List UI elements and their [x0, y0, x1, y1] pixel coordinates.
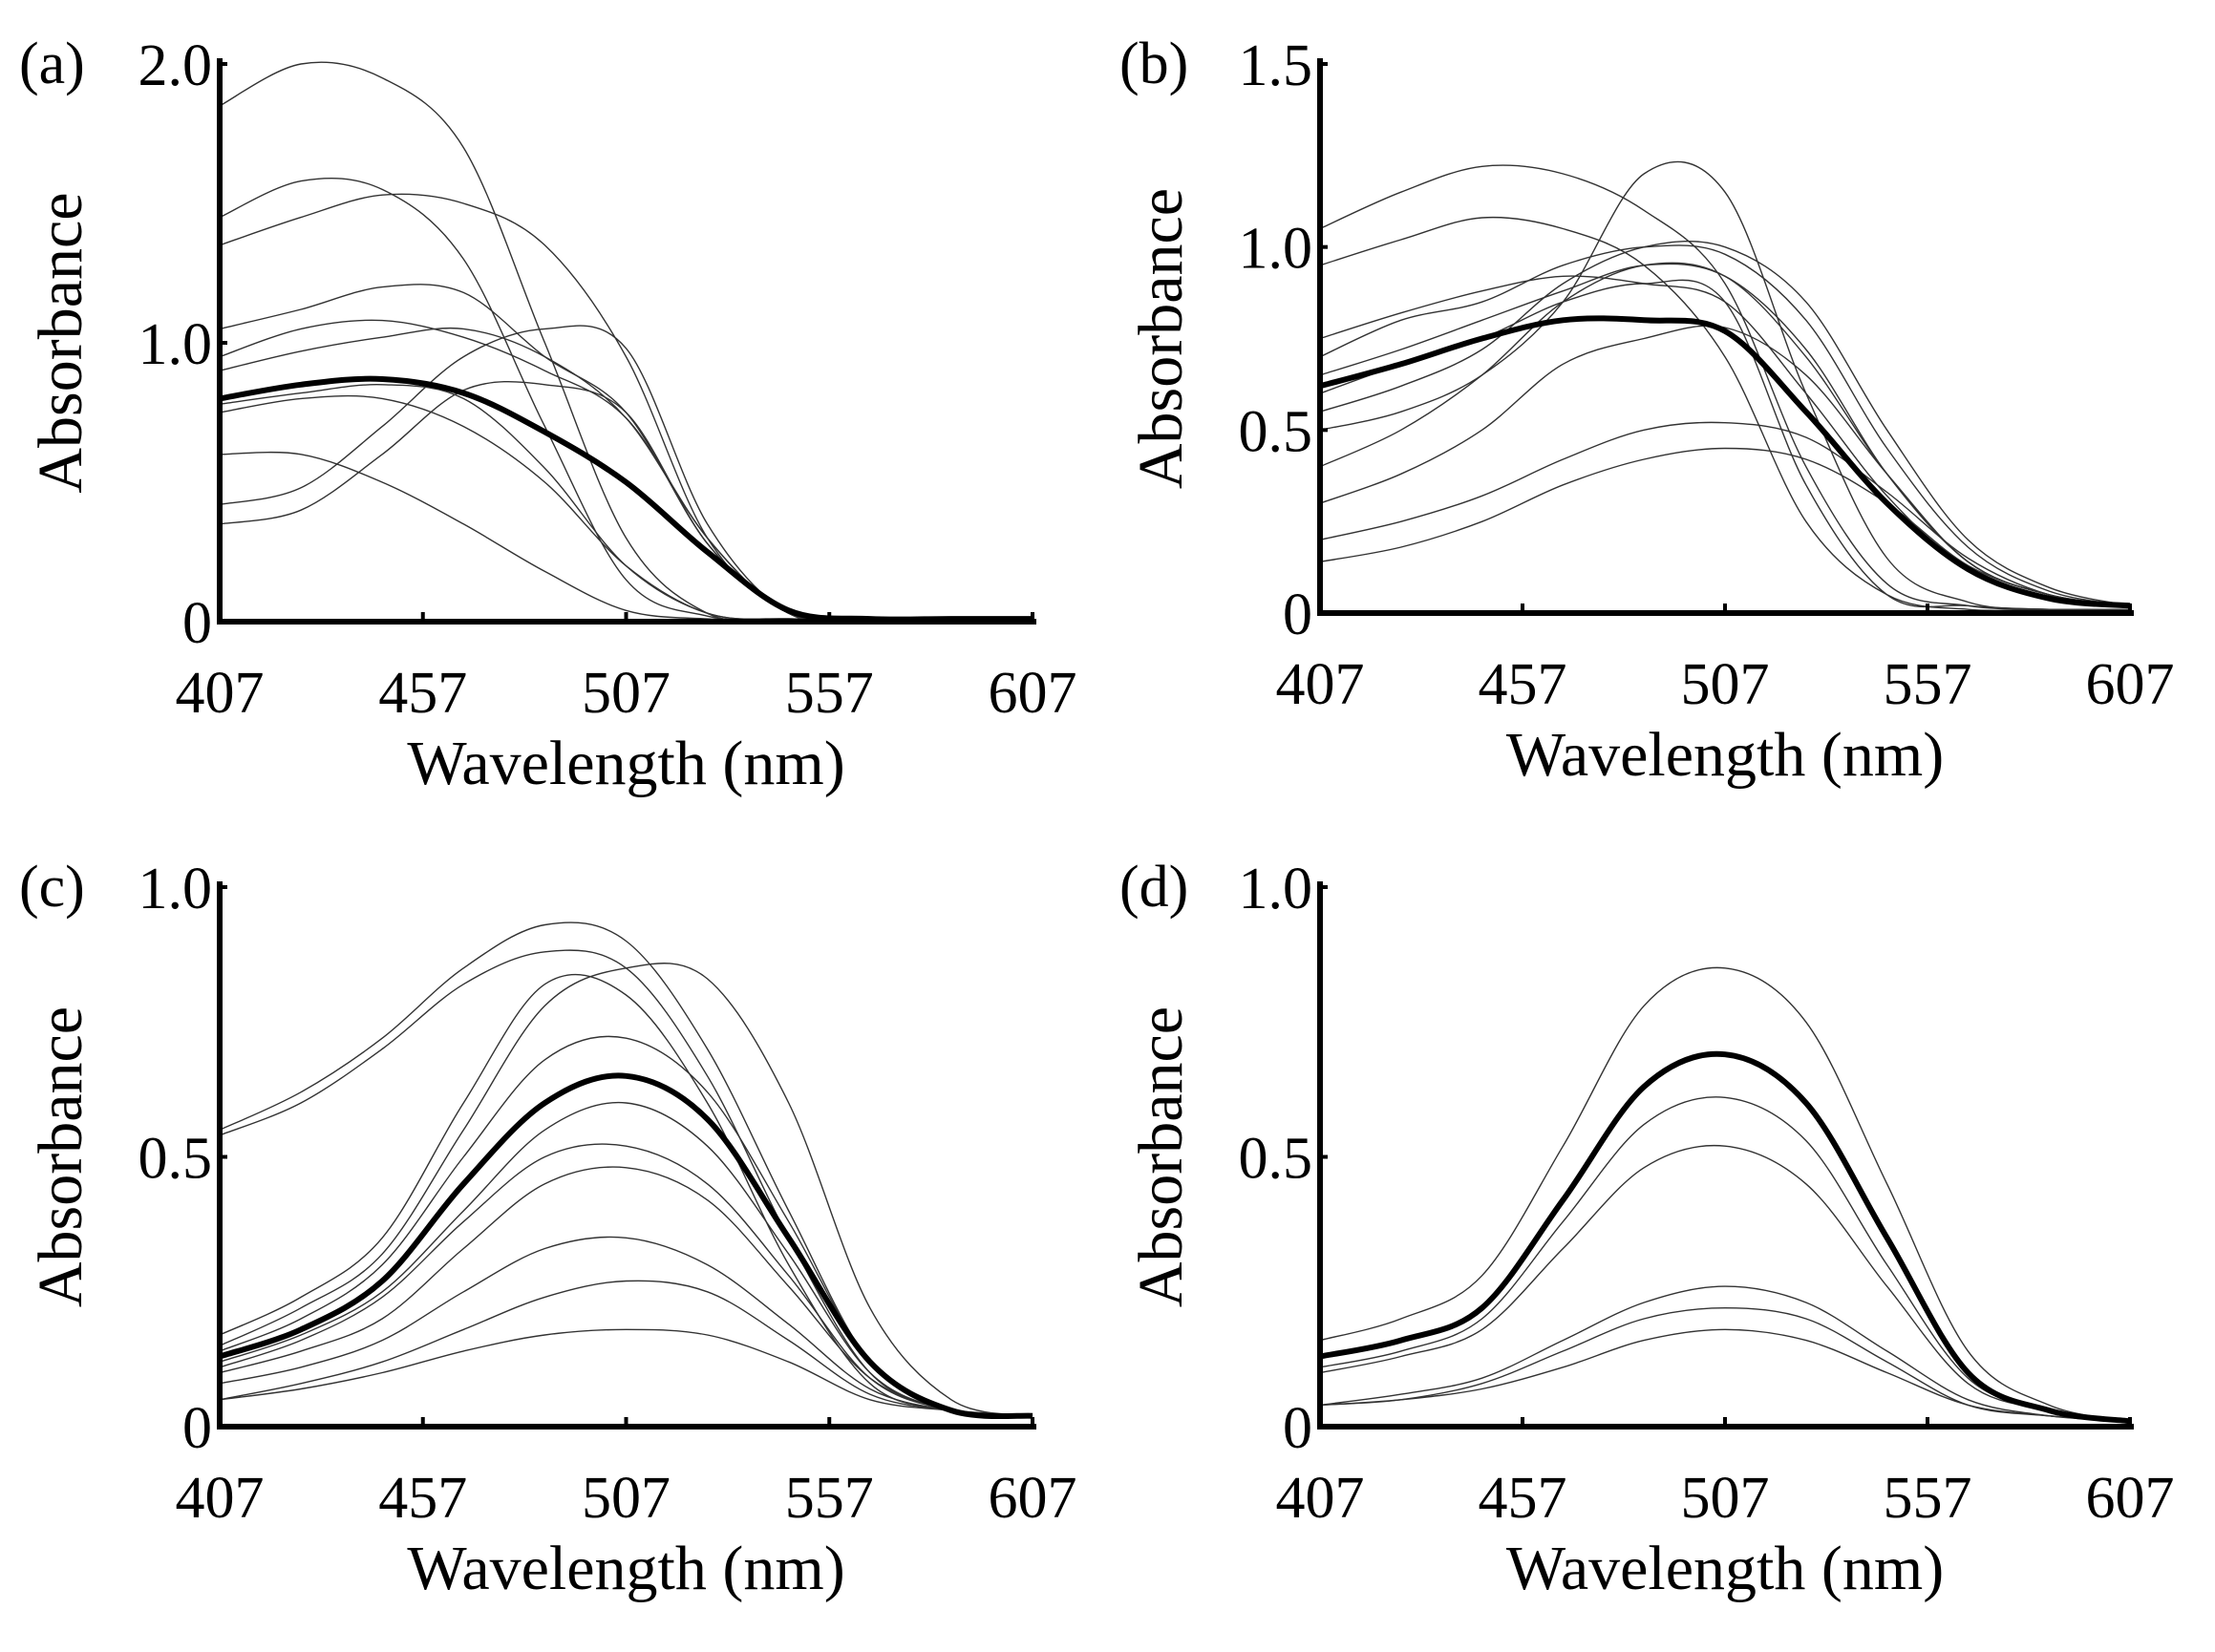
x-tick-label: 457	[1479, 652, 1567, 717]
y-tick-label: 0.5	[1239, 399, 1313, 464]
chart-panel-c: 407 457 507 557 607 0 0.5 1.0 (c) Wavelength (nm)…	[19, 855, 1077, 1603]
y-tick-label: 0	[182, 1396, 212, 1461]
y-tick-label: 0	[182, 591, 212, 656]
sample-spectrum-line	[1319, 263, 2131, 606]
mean-spectrum-line	[219, 1072, 1033, 1420]
sample-spectrum-line	[219, 973, 1033, 1417]
panel-label: (a)	[19, 32, 85, 96]
sample-spectrum-line	[1319, 421, 2131, 606]
x-tick-label: 557	[1884, 1466, 1972, 1531]
x-tick-label: 407	[1276, 1466, 1365, 1531]
sample-spectrum-line	[1319, 1096, 2131, 1422]
panel-label: (d)	[1119, 855, 1188, 920]
x-axis-label: Wavelength (nm)	[1506, 1534, 1944, 1603]
sample-spectrum-line	[1319, 1144, 2131, 1422]
sample-spectrum-line	[219, 1035, 1033, 1417]
x-tick-label: 507	[582, 661, 671, 726]
panel-label: (c)	[19, 855, 85, 920]
sample-spectrum-line	[219, 451, 1033, 621]
sample-spectrum-line	[1319, 325, 2131, 606]
x-axis-label: Wavelength (nm)	[1506, 720, 1944, 790]
y-tick-label: 0.5	[1239, 1127, 1313, 1192]
sample-spectrum-line	[1319, 275, 2131, 606]
x-tick-label: 457	[378, 1466, 467, 1531]
sample-spectrum-line	[1319, 241, 2131, 606]
x-tick-label: 607	[2086, 1466, 2175, 1531]
sample-spectrum-line	[219, 963, 1033, 1417]
x-tick-label: 557	[785, 1466, 874, 1531]
sample-spectrum-line	[1319, 1328, 2131, 1422]
x-axis-label: Wavelength (nm)	[407, 1534, 844, 1603]
mean-spectrum-line	[1319, 315, 2131, 609]
y-axis-label: Absorbance	[1126, 188, 1196, 489]
y-axis-label: Absorbance	[26, 1006, 96, 1307]
chart-panel-b: 407 457 507 557 607 0 0.5 1.0 1.5 (b) Wavelength (…	[1119, 32, 2175, 790]
x-tick-label: 607	[2086, 652, 2175, 717]
sample-spectrum-line	[219, 384, 1033, 621]
y-tick-label: 1.0	[1239, 217, 1313, 282]
sample-spectrum-line	[1319, 164, 2131, 611]
x-tick-label: 457	[378, 661, 467, 726]
sample-spectrum-line	[1319, 244, 2131, 606]
x-tick-label: 507	[1681, 652, 1770, 717]
sample-spectrum-line	[219, 394, 1033, 621]
x-tick-label: 407	[176, 1466, 265, 1531]
y-tick-label: 1.0	[1239, 857, 1313, 921]
sample-spectrum-line	[1319, 262, 2131, 606]
y-tick-label: 1.0	[138, 312, 213, 377]
sample-spectrum-line	[219, 949, 1033, 1417]
sample-spectrum-line	[219, 61, 1033, 622]
x-tick-label: 607	[989, 661, 1077, 726]
sample-spectrum-line	[219, 1166, 1033, 1417]
sample-spectrum-line	[219, 193, 1033, 622]
x-tick-label: 507	[1681, 1466, 1770, 1531]
x-tick-label: 557	[785, 661, 874, 726]
y-tick-label: 0.5	[138, 1127, 213, 1192]
sample-spectrum-line	[219, 1236, 1033, 1417]
sample-spectrum-line	[219, 178, 1033, 621]
sample-spectrum-line	[219, 1143, 1033, 1417]
x-tick-label: 607	[989, 1466, 1077, 1531]
sample-spectrum-line	[1319, 447, 2131, 606]
x-tick-label: 457	[1479, 1466, 1567, 1531]
sample-spectrum-line	[219, 319, 1033, 622]
y-tick-label: 1.0	[138, 857, 213, 921]
sample-spectrum-line	[1319, 160, 2131, 611]
sample-spectrum-line	[219, 921, 1033, 1417]
sample-spectrum-line	[219, 1101, 1033, 1417]
chart-panel-a: 407 457 507 557 607 0 1.0 2.0 (a) Wavelength (nm)…	[19, 32, 1077, 798]
x-tick-label: 407	[1276, 652, 1365, 717]
sample-spectrum-line	[1319, 966, 2131, 1422]
y-tick-label: 0	[1283, 1396, 1312, 1461]
y-axis-label: Absorbance	[1126, 1006, 1196, 1307]
sample-spectrum-line	[1319, 1285, 2131, 1422]
panel-label: (b)	[1119, 32, 1188, 96]
y-tick-label: 1.5	[1239, 33, 1313, 98]
y-axis-label: Absorbance	[26, 192, 96, 493]
sample-spectrum-line	[1319, 1306, 2131, 1422]
y-tick-label: 0	[1283, 582, 1312, 647]
mean-spectrum-line	[219, 375, 1033, 623]
sample-spectrum-line	[219, 1328, 1033, 1417]
x-tick-label: 507	[582, 1466, 671, 1531]
x-axis-label: Wavelength (nm)	[407, 729, 844, 798]
x-tick-label: 407	[176, 661, 265, 726]
sample-spectrum-line	[219, 327, 1033, 622]
sample-spectrum-line	[219, 325, 1033, 623]
sample-spectrum-line	[219, 1280, 1033, 1417]
mean-spectrum-line	[1319, 1050, 2131, 1425]
sample-spectrum-line	[219, 284, 1033, 622]
x-tick-label: 557	[1884, 652, 1972, 717]
y-tick-label: 2.0	[138, 33, 213, 98]
chart-panel-d: 407 457 507 557 607 0 0.5 1.0 (d) Wavelength (nm)…	[1119, 855, 2175, 1603]
